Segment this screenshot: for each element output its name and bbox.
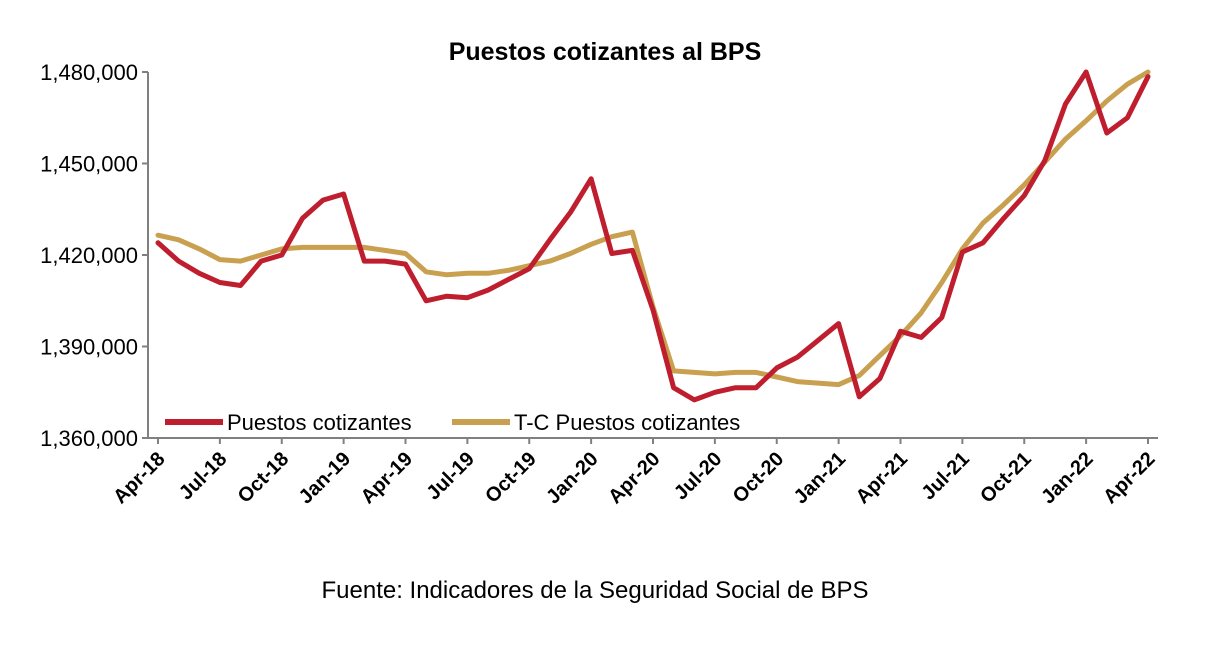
legend: Puestos cotizantes T-C Puestos cotizantes [165,410,740,435]
series-line-puestos-cotizantes [155,69,1151,403]
x-tick-label: Jan-19 [295,448,355,508]
x-tick-label: Apr-20 [604,448,664,508]
x-tick-label: Jan-21 [790,448,850,508]
x-axis-ticks: Apr-18 Jul-18 Oct-18 Jan-19 Apr-19 Jul-19 Oct-… [109,438,1160,508]
x-tick-label: Apr-22 [1099,448,1159,508]
y-tick-label: 1,420,000 [40,243,138,268]
x-tick-label: Jul-18 [175,448,231,504]
y-tick-label: 1,480,000 [40,60,138,85]
legend-label: T-C Puestos cotizantes [514,410,740,435]
y-axis-ticks: 1,360,000 1,390,000 1,420,000 1,450,000 1,48… [40,60,148,451]
x-tick-label: Apr-18 [109,448,169,508]
x-tick-label: Apr-21 [852,448,912,508]
x-tick-label: Apr-19 [357,448,417,508]
x-tick-label: Oct-20 [729,448,789,508]
x-tick-label: Jul-20 [670,448,726,504]
y-tick-label: 1,390,000 [40,335,138,360]
x-tick-label: Jan-20 [542,448,602,508]
x-tick-label: Oct-19 [481,448,541,508]
x-tick-label: Oct-18 [234,448,294,508]
series-line-t-c-puestos-cotizantes [155,69,1151,388]
x-tick-label: Jan-22 [1037,448,1097,508]
x-tick-label: Oct-21 [976,448,1036,508]
y-tick-label: 1,450,000 [40,152,138,177]
x-tick-label: Jul-19 [422,448,478,504]
axes [147,72,1158,439]
y-tick-label: 1,360,000 [40,426,138,451]
series-lines [155,69,1151,403]
legend-label: Puestos cotizantes [227,410,412,435]
source-note: Fuente: Indicadores de la Seguridad Soci… [321,577,869,604]
chart-title: Puestos cotizantes al BPS [449,38,762,66]
x-tick-label: Jul-21 [917,448,973,504]
